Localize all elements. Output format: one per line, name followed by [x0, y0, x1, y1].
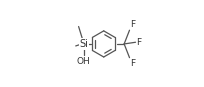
Text: F: F: [129, 20, 134, 29]
Text: Si: Si: [79, 39, 88, 49]
Text: F: F: [129, 59, 134, 68]
Text: OH: OH: [76, 57, 90, 66]
Text: F: F: [135, 38, 140, 47]
